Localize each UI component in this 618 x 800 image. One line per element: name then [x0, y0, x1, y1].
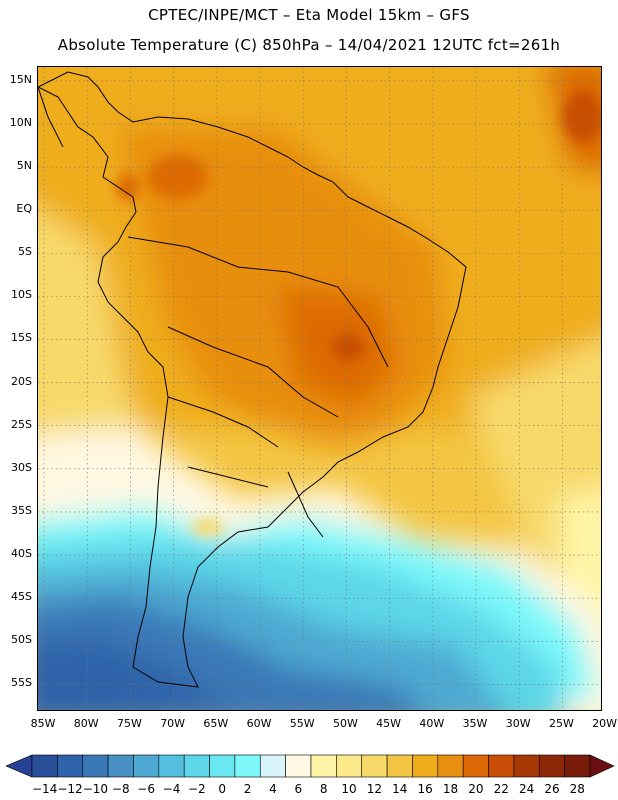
- lat-label: 5N: [16, 159, 32, 173]
- colorbar-tick-label: −6: [137, 782, 155, 796]
- colorbar: [5, 754, 615, 778]
- lon-label: 45W: [376, 717, 402, 730]
- colorbar-tick-label: 12: [366, 782, 383, 796]
- chart-title-line-1: CPTEC/INPE/MCT – Eta Model 15km – GFS: [148, 6, 470, 24]
- lat-label: 5S: [18, 245, 32, 259]
- colorbar-tick-label: 28: [569, 782, 585, 796]
- colorbar-tick-label: 4: [269, 782, 277, 796]
- colorbar-tick-label: −8: [111, 782, 130, 796]
- lon-label: 40W: [419, 717, 445, 730]
- colorbar-swatch: [82, 754, 109, 778]
- colorbar-swatch: [361, 754, 388, 778]
- colorbar-tick-label: −10: [82, 782, 109, 796]
- chart-title-line-2: Absolute Temperature (C) 850hPa – 14/04/…: [57, 36, 561, 54]
- lon-label: 60W: [246, 717, 272, 730]
- coastline-outline: [38, 71, 467, 688]
- colorbar-swatch: [310, 754, 337, 778]
- colorbar-tick-label: 26: [544, 782, 560, 796]
- lat-label: EQ: [16, 202, 32, 216]
- lon-label: 75W: [117, 717, 142, 730]
- lon-label: 85W: [30, 717, 56, 730]
- colorbar-tick-label: 14: [392, 782, 408, 796]
- colorbar-swatch: [133, 754, 160, 778]
- colorbar-tick-label: 10: [341, 782, 357, 796]
- colorbar-tick-label: 16: [417, 782, 433, 796]
- colorbar-swatch: [336, 754, 363, 778]
- lon-label: 35W: [462, 717, 488, 730]
- lat-label: 40S: [11, 547, 32, 561]
- colorbar-swatch: [462, 754, 489, 778]
- lat-label: 55S: [11, 676, 32, 690]
- lat-label: 35S: [11, 503, 32, 517]
- colorbar-tick-label: −12: [57, 782, 83, 796]
- colorbar-swatch: [57, 754, 84, 778]
- colorbar-tick-label: −4: [162, 782, 181, 796]
- colorbar-swatch: [538, 754, 565, 778]
- lon-label: 50W: [332, 717, 358, 730]
- colorbar-swatch: [285, 754, 312, 778]
- colorbar-tick-label: 2: [243, 782, 252, 796]
- lat-label: 50S: [11, 633, 32, 647]
- map-frame: [37, 66, 602, 711]
- lat-label: 10S: [11, 288, 32, 302]
- colorbar-tick-label: −2: [188, 782, 206, 796]
- colorbar-under-triangle: [5, 754, 33, 778]
- colorbar-swatch: [183, 754, 210, 778]
- lon-label: 25W: [548, 717, 574, 730]
- colorbar-swatch: [259, 754, 286, 778]
- colorbar-swatch: [437, 754, 464, 778]
- colorbar-swatch: [412, 754, 439, 778]
- lat-label: 15N: [9, 72, 32, 86]
- colorbar-swatch: [386, 754, 413, 778]
- colorbar-swatch: [209, 754, 236, 778]
- lat-label: 45S: [11, 590, 32, 604]
- colorbar-swatch: [158, 754, 185, 778]
- lon-label: 30W: [505, 717, 531, 730]
- lat-label: 30S: [11, 460, 32, 474]
- colorbar-tick-label: 22: [493, 782, 509, 796]
- lat-label: 20S: [11, 374, 32, 388]
- colorbar-tick-label: 18: [442, 782, 459, 796]
- lon-label: 70W: [160, 717, 186, 730]
- temperature-field: [38, 67, 601, 710]
- colorbar-swatch: [513, 754, 540, 778]
- colorbar-tick-label: −14: [32, 782, 58, 796]
- colorbar-swatch: [234, 754, 261, 778]
- lat-label: 10N: [9, 115, 32, 129]
- lat-label: 15S: [11, 331, 32, 345]
- lon-label: 80W: [73, 717, 99, 730]
- colorbar-swatch: [31, 754, 58, 778]
- colorbar-tick-label: 20: [468, 782, 484, 796]
- colorbar-tick-label: 6: [294, 782, 303, 796]
- colorbar-tick-label: 24: [518, 782, 535, 796]
- colorbar-swatch: [488, 754, 515, 778]
- lon-label: 65W: [203, 717, 229, 730]
- colorbar-swatch: [564, 754, 591, 778]
- lon-label: 55W: [289, 717, 315, 730]
- colorbar-tick-label: 8: [319, 782, 328, 796]
- lat-label: 25S: [11, 417, 32, 431]
- colorbar-over-triangle: [589, 754, 615, 778]
- colorbar-swatch: [107, 754, 134, 778]
- lon-label: 20W: [592, 717, 618, 730]
- temperature-map: [38, 67, 601, 710]
- colorbar-tick-label: 0: [218, 782, 227, 796]
